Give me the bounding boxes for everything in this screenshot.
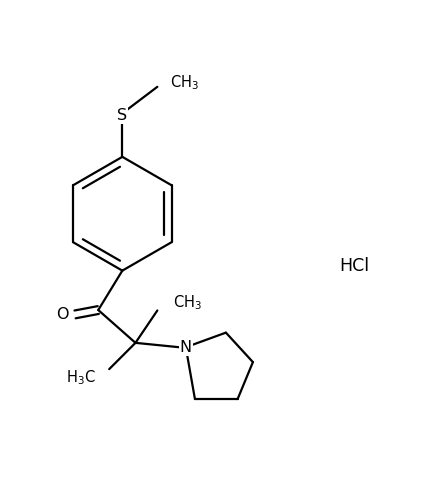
Text: N: N xyxy=(180,340,192,355)
Text: HCl: HCl xyxy=(339,257,369,275)
Text: H$_3$C: H$_3$C xyxy=(66,369,96,387)
Text: CH$_3$: CH$_3$ xyxy=(170,73,199,92)
Text: S: S xyxy=(117,108,128,123)
Text: CH$_3$: CH$_3$ xyxy=(173,293,202,312)
Text: O: O xyxy=(56,307,68,322)
